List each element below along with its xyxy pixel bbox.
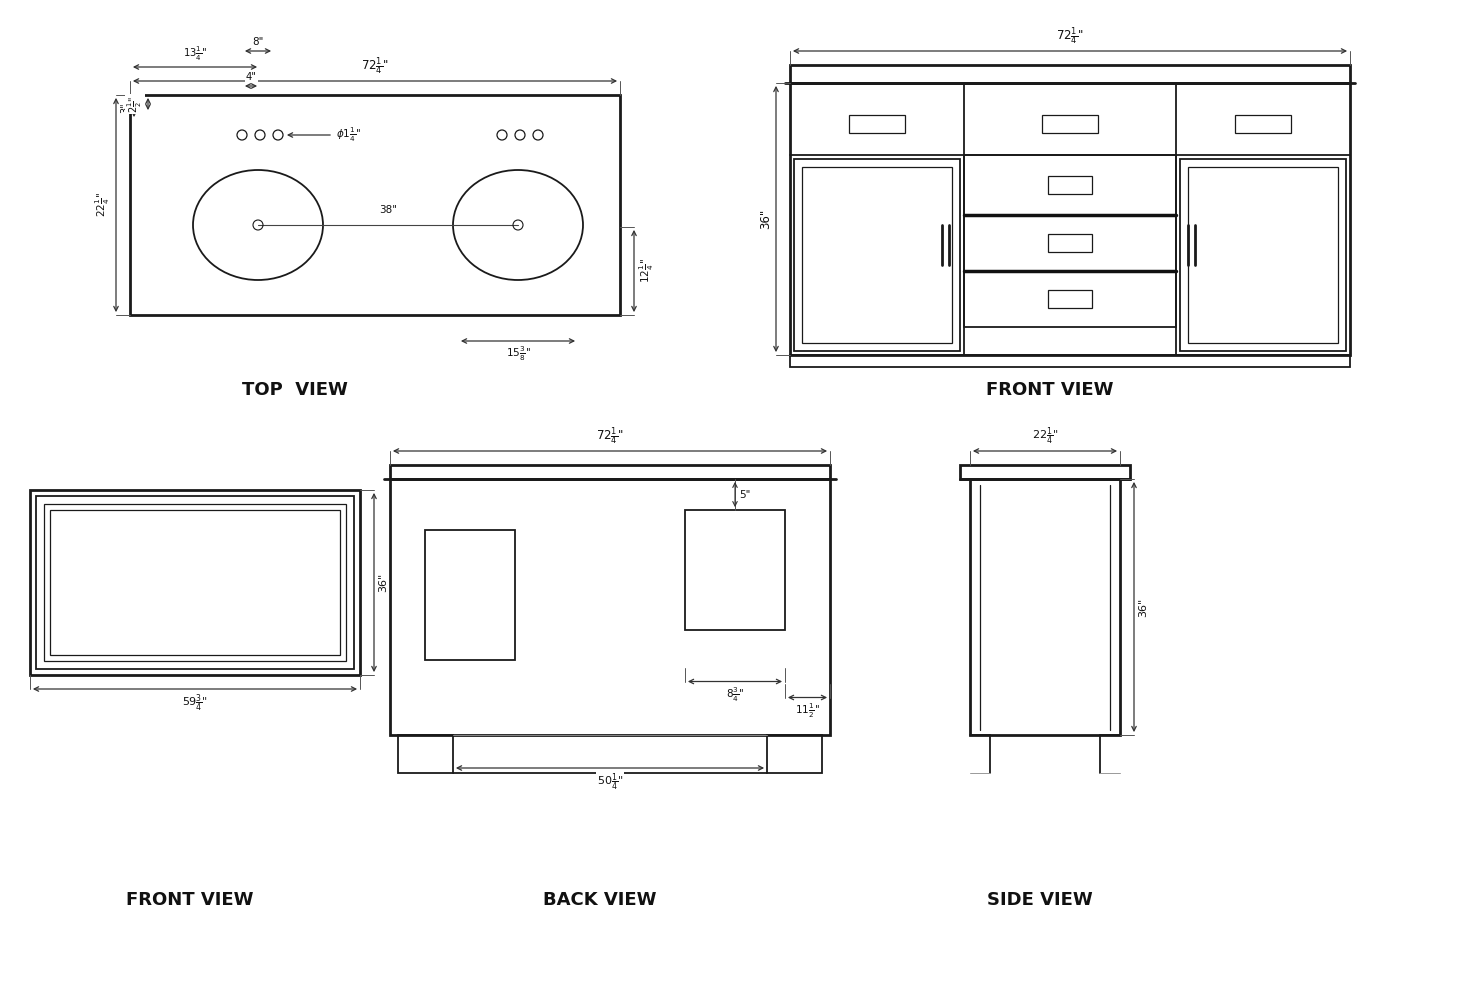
Text: $\phi1\frac{1}{4}$": $\phi1\frac{1}{4}$": [336, 126, 362, 144]
Text: FRONT VIEW: FRONT VIEW: [986, 381, 1114, 399]
Text: $11\frac{1}{2}$": $11\frac{1}{2}$": [794, 701, 820, 720]
Bar: [390, 479, 830, 735]
Text: 4": 4": [246, 72, 256, 82]
Bar: [425, 530, 516, 660]
Bar: [790, 83, 1350, 355]
Text: $50\frac{1}{4}$": $50\frac{1}{4}$": [597, 772, 624, 793]
Text: 5": 5": [740, 490, 750, 499]
Text: $8\frac{3}{4}$": $8\frac{3}{4}$": [726, 685, 744, 704]
Text: SIDE VIEW: SIDE VIEW: [987, 891, 1092, 909]
Bar: [1189, 167, 1338, 343]
Bar: [790, 355, 1350, 367]
Bar: [36, 496, 354, 669]
Bar: [963, 155, 1177, 215]
Bar: [685, 510, 785, 630]
Text: FRONT VIEW: FRONT VIEW: [126, 891, 253, 909]
Bar: [1042, 115, 1098, 133]
Text: $22\frac{1}{4}$": $22\frac{1}{4}$": [93, 193, 113, 217]
Bar: [130, 95, 619, 315]
Bar: [963, 215, 1177, 271]
Text: 3": 3": [120, 102, 130, 113]
Bar: [963, 271, 1177, 327]
Bar: [1235, 115, 1291, 133]
Bar: [1048, 234, 1092, 252]
Text: 38": 38": [379, 205, 397, 215]
Text: $72\frac{1}{4}$": $72\frac{1}{4}$": [362, 56, 388, 77]
Text: $72\frac{1}{4}$": $72\frac{1}{4}$": [1057, 25, 1083, 47]
Text: 36": 36": [1138, 598, 1149, 617]
Bar: [849, 115, 906, 133]
Text: $12\frac{1}{4}$": $12\frac{1}{4}$": [637, 258, 657, 283]
Bar: [30, 490, 360, 675]
Bar: [802, 167, 951, 343]
Text: $2\frac{1}{2}$": $2\frac{1}{2}$": [126, 95, 144, 112]
Bar: [960, 465, 1129, 479]
Bar: [50, 510, 339, 655]
Text: 8": 8": [252, 37, 264, 47]
Bar: [390, 465, 830, 479]
Text: $22\frac{1}{4}$": $22\frac{1}{4}$": [1031, 426, 1058, 447]
Bar: [971, 479, 1120, 735]
Text: 36": 36": [759, 209, 772, 229]
Text: TOP  VIEW: TOP VIEW: [242, 381, 348, 399]
Bar: [399, 735, 453, 773]
Text: $59\frac{3}{4}$": $59\frac{3}{4}$": [182, 693, 207, 715]
Bar: [1048, 176, 1092, 194]
Text: $72\frac{1}{4}$": $72\frac{1}{4}$": [596, 425, 624, 447]
Text: $15\frac{3}{8}$": $15\frac{3}{8}$": [505, 345, 531, 363]
Bar: [790, 65, 1350, 83]
Text: BACK VIEW: BACK VIEW: [544, 891, 657, 909]
Text: $13\frac{1}{4}$": $13\frac{1}{4}$": [182, 45, 207, 63]
Bar: [1048, 290, 1092, 308]
Bar: [794, 159, 960, 351]
Bar: [44, 504, 345, 661]
Bar: [768, 735, 823, 773]
Bar: [1180, 159, 1346, 351]
Text: 36": 36": [378, 573, 388, 592]
